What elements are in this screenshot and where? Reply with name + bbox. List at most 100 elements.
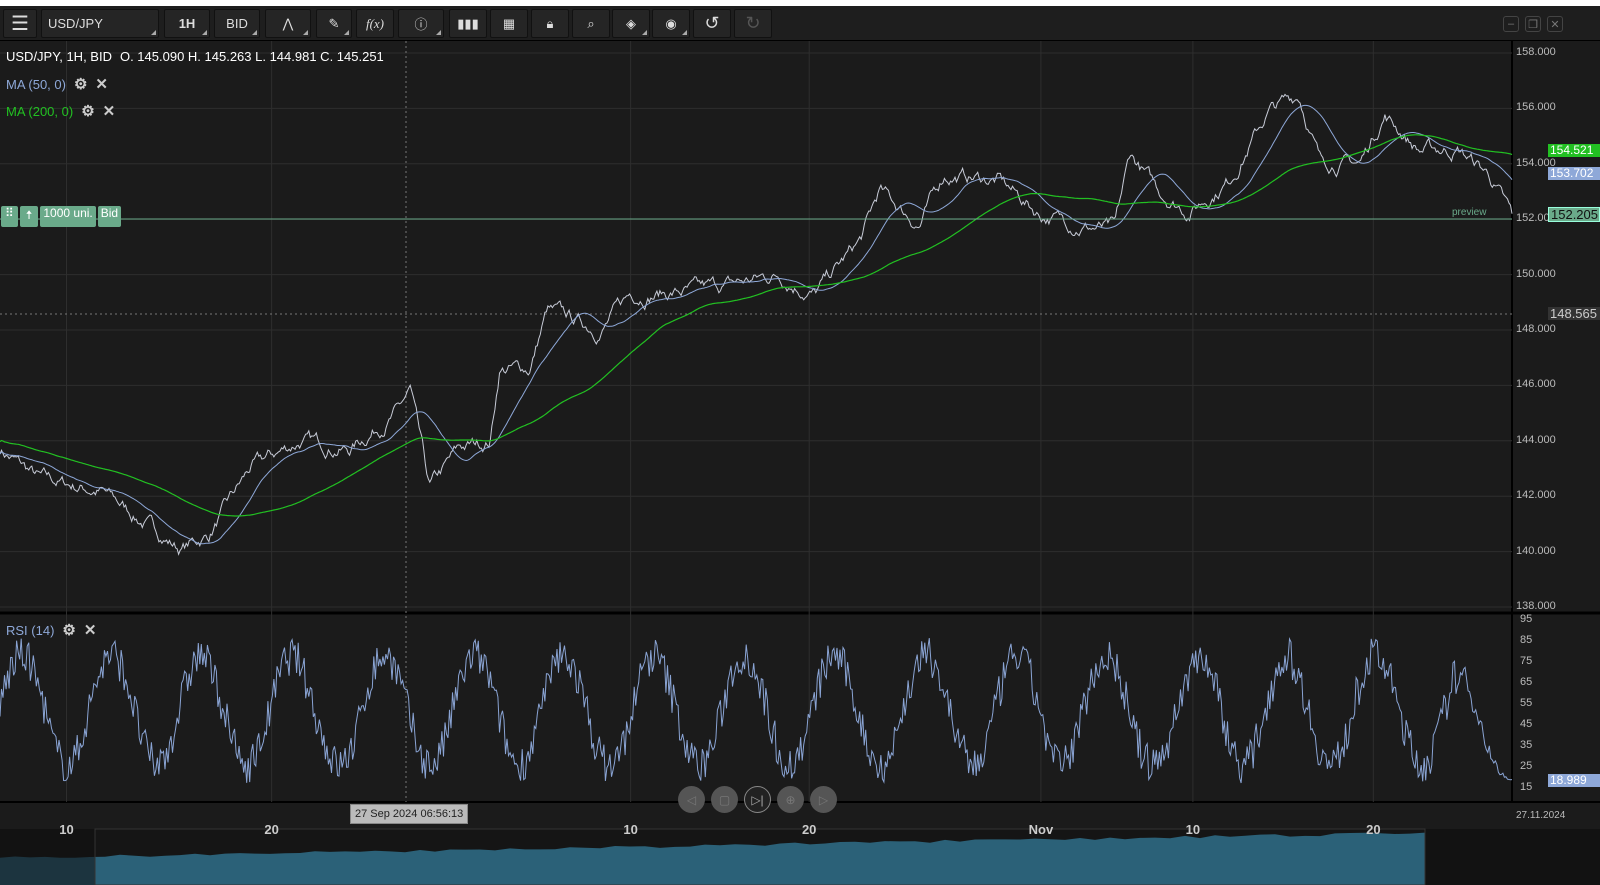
price-tick-label: 156.000	[1516, 101, 1556, 114]
price-side-label: BID	[226, 16, 248, 31]
trading-chart-window: ☰ USD/JPY 1H BID ⋀ ✎ f(x) ⓘ ▮▮▮ ▦ 🔒︎ ⌕ ◈…	[0, 6, 1600, 885]
close-icon[interactable]: ✕	[102, 103, 116, 120]
visibility-icon: ◉	[665, 15, 677, 31]
rsi-value-tag: 18.989	[1548, 774, 1600, 787]
ohlc-legend: USD/JPY, 1H, BID O. 145.090 H. 145.263 L…	[6, 49, 384, 64]
rsi-tick-label: 65	[1520, 676, 1533, 688]
price-tick-label: 140.000	[1516, 544, 1556, 557]
visibility-button[interactable]: ◉	[652, 9, 690, 38]
scroll-back-button[interactable]: ◁	[678, 786, 705, 813]
menu-button[interactable]: ☰	[3, 9, 37, 38]
time-tick-label: 10	[59, 822, 74, 837]
time-tick-label: 20	[1366, 822, 1381, 837]
time-tick-label: 20	[801, 822, 817, 837]
close-icon[interactable]: ✕	[83, 622, 97, 639]
redo-icon: ↻	[745, 13, 761, 33]
info-button[interactable]: ⓘ	[398, 9, 444, 38]
rsi-tick-label: 95	[1520, 613, 1533, 625]
order-side[interactable]: Bid	[97, 206, 122, 227]
time-tick-label: Nov	[1028, 822, 1054, 837]
chart-type-button[interactable]: ⋀	[265, 9, 311, 38]
function-button[interactable]: f(x)	[356, 9, 394, 38]
calendar-button[interactable]: ▦	[490, 9, 528, 38]
price-tick-label: 142.000	[1516, 489, 1556, 502]
cursor-price-tag: 148.565	[1548, 307, 1600, 320]
redo-button[interactable]: ↻	[734, 9, 772, 38]
ma200-legend: MA (200, 0) ⚙ ✕	[6, 102, 115, 120]
price-chart[interactable]	[0, 6, 1600, 885]
rsi-tick-label: 85	[1520, 634, 1533, 646]
gear-icon[interactable]: ⚙	[81, 103, 95, 120]
chevron-left-icon: ◁	[686, 792, 697, 807]
lock-icon: 🔒︎	[546, 15, 554, 31]
price-tick-label: 144.000	[1516, 433, 1556, 446]
chart-type-icon: ⋀	[282, 15, 294, 31]
rsi-label: RSI (14)	[6, 622, 55, 638]
rsi-tick-label: 15	[1520, 781, 1533, 793]
zoom-icon: ⊕	[785, 792, 796, 807]
minimize-button[interactable]: –	[1503, 16, 1519, 32]
rsi-tick-label: 45	[1520, 718, 1533, 730]
rsi-tick-label: 55	[1520, 697, 1533, 709]
restore-button[interactable]: ❐	[1525, 16, 1541, 32]
undo-button[interactable]: ↺	[693, 9, 731, 38]
rsi-legend: RSI (14) ⚙ ✕	[6, 621, 96, 639]
ma50-legend: MA (50, 0) ⚙ ✕	[6, 75, 108, 93]
go-to-latest-button[interactable]: ▷|	[744, 786, 771, 813]
ohlc-values: O. 145.090 H. 145.263 L. 144.981 C. 145.…	[119, 49, 384, 64]
price-tick-label: 154.000	[1516, 156, 1556, 169]
skip-end-icon: ▷|	[751, 792, 764, 807]
theme-button[interactable]: ◈	[612, 9, 650, 38]
close-icon: ✕	[1550, 18, 1560, 31]
price-side-select[interactable]: BID	[214, 9, 260, 38]
zoom-nav-button[interactable]: ⊕	[777, 786, 804, 813]
ma50-label: MA (50, 0)	[6, 76, 66, 92]
close-button[interactable]: ✕	[1547, 16, 1563, 32]
time-tick-label: 20	[264, 822, 279, 837]
navigator-window	[94, 828, 1426, 885]
toolbar: ☰ USD/JPY 1H BID ⋀ ✎ f(x) ⓘ ▮▮▮ ▦ 🔒︎ ⌕ ◈…	[0, 6, 1600, 41]
bid-price-tag: 152.205	[1548, 207, 1600, 222]
ma200-label: MA (200, 0)	[6, 103, 74, 119]
indicators-button[interactable]: ▮▮▮	[449, 9, 487, 38]
arrow-up-icon[interactable]: 🠅	[19, 206, 39, 227]
scroll-forward-button[interactable]: ▷	[810, 786, 837, 813]
price-tick-label: 148.000	[1516, 323, 1556, 335]
info-icon: ⓘ	[414, 17, 428, 32]
preview-label: preview	[1452, 207, 1487, 218]
gear-icon[interactable]: ⚙	[73, 76, 88, 93]
rsi-tick-label: 25	[1520, 760, 1533, 772]
price-tick-label: 146.000	[1516, 378, 1556, 391]
ma50-price-tag: 153.702	[1548, 167, 1600, 180]
lock-button[interactable]: 🔒︎	[531, 9, 569, 38]
gear-icon[interactable]: ⚙	[62, 622, 76, 639]
restore-icon: ❐	[1528, 18, 1538, 31]
close-icon[interactable]: ✕	[95, 76, 108, 93]
zoom-button[interactable]: ⌕	[572, 9, 610, 38]
reset-icon: ▢	[718, 792, 731, 807]
calendar-icon: ▦	[502, 15, 516, 31]
price-tick-label: 158.000	[1516, 46, 1556, 58]
indicators-icon: ▮▮▮	[457, 15, 479, 31]
price-line	[0, 93, 1513, 556]
order-line-widget[interactable]: ⠿ 🠅 1000 uni. Bid	[1, 206, 122, 227]
time-tick-label: 10	[1185, 822, 1201, 837]
function-icon: f(x)	[365, 15, 385, 31]
theme-icon: ◈	[626, 15, 636, 31]
draw-button[interactable]: ✎	[316, 9, 352, 38]
drag-handle-icon[interactable]: ⠿	[1, 206, 18, 227]
end-date-label: 27.11.2024	[1516, 810, 1566, 821]
undo-icon: ↺	[704, 13, 720, 33]
symbol-label: USD/JPY	[48, 16, 103, 31]
navigator-mask-right	[1425, 829, 1600, 885]
draw-icon: ✎	[328, 15, 340, 31]
rsi-tick-label: 35	[1520, 739, 1533, 751]
order-units[interactable]: 1000 uni.	[40, 206, 96, 227]
symbol-select[interactable]: USD/JPY	[41, 9, 159, 38]
timeframe-select[interactable]: 1H	[164, 9, 210, 38]
zoom-icon: ⌕	[587, 15, 595, 31]
ma200-price-tag: 154.521	[1548, 144, 1600, 157]
reset-button[interactable]: ▢	[711, 786, 738, 813]
price-tick-label: 152.000	[1516, 212, 1556, 225]
ma50-line	[0, 104, 1513, 545]
